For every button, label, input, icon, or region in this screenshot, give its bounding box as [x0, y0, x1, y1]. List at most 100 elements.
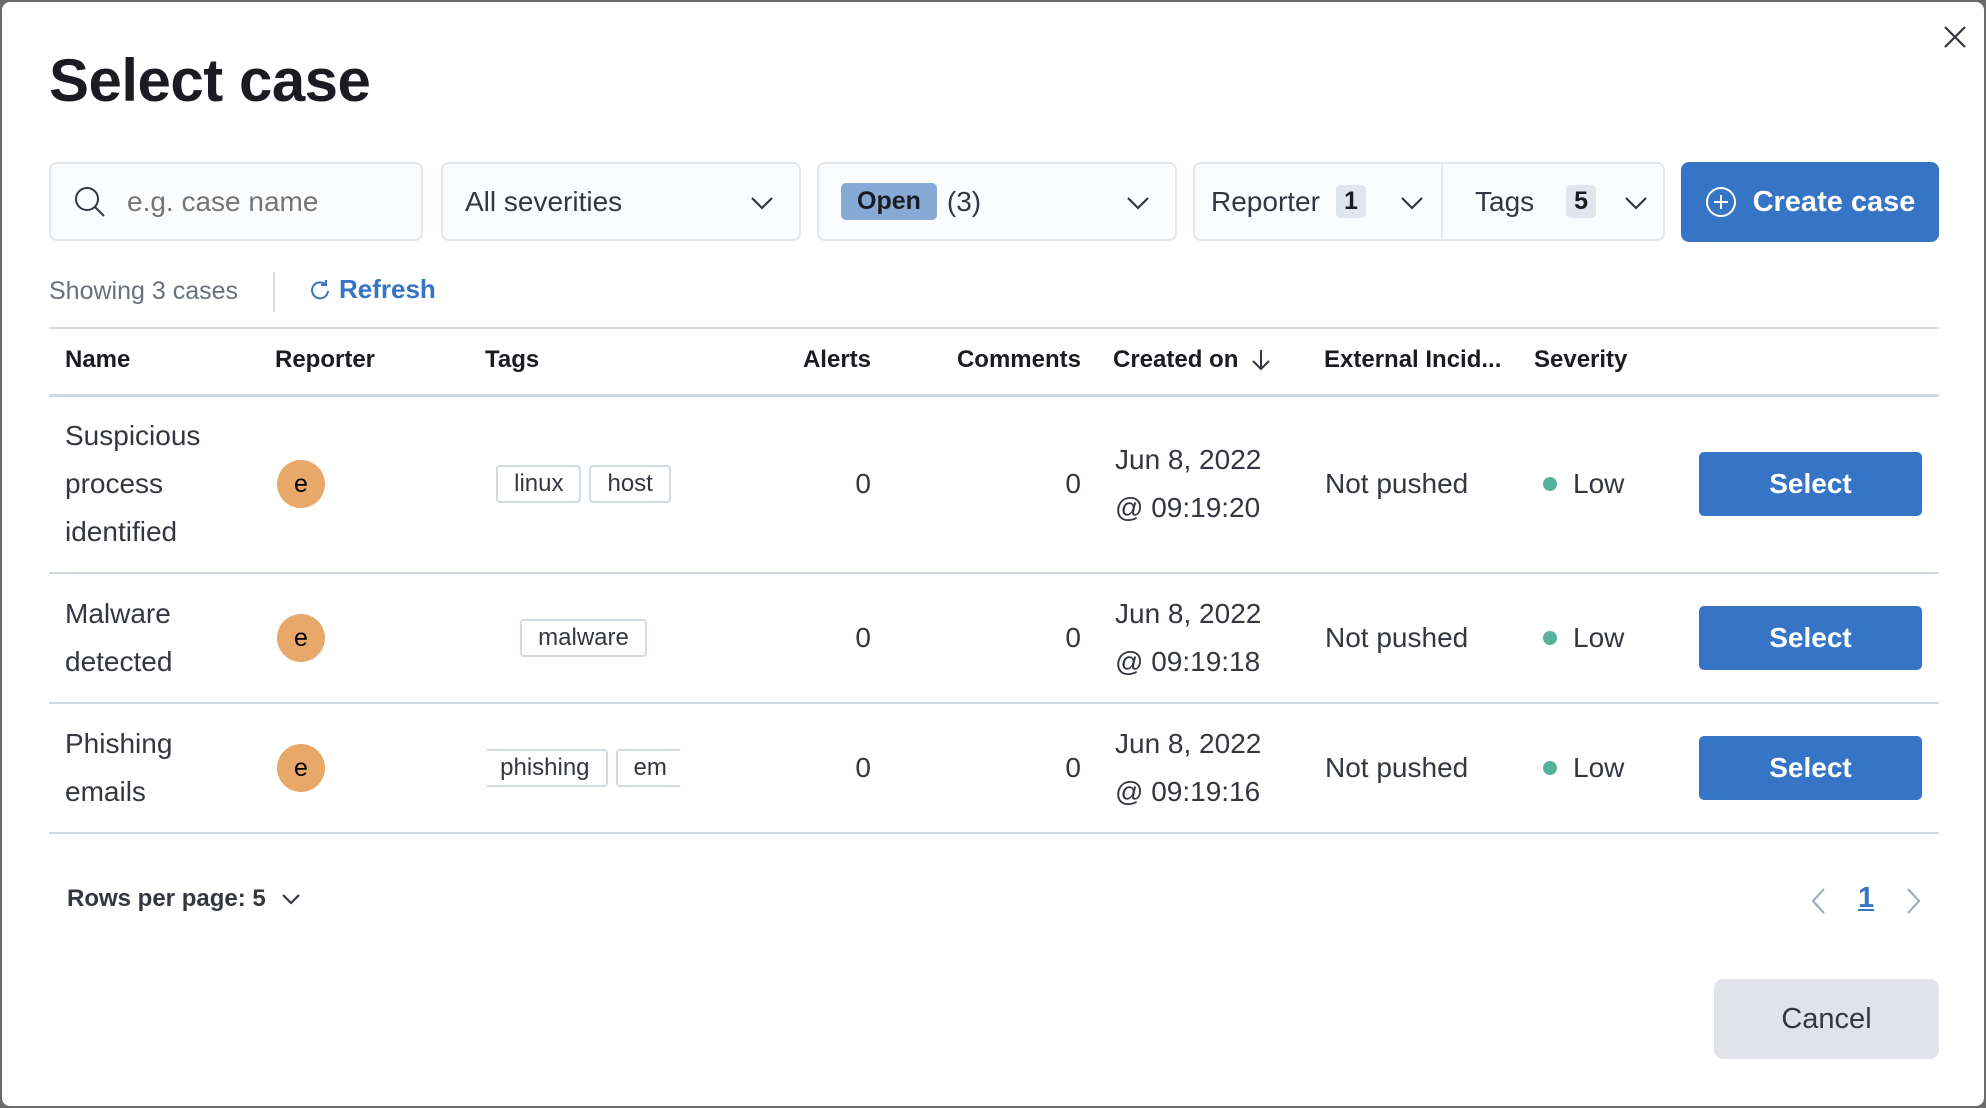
- comments-count: 0: [1065, 622, 1081, 653]
- rows-per-page-label: Rows per page: 5: [67, 885, 266, 912]
- table-header-border: [49, 394, 1939, 397]
- chevron-down-icon: [751, 197, 773, 210]
- tag-badge: host: [589, 465, 671, 503]
- column-header-external-incident[interactable]: External Incid...: [1324, 346, 1502, 373]
- tags-cell: malware: [487, 574, 680, 702]
- external-incident: Not pushed: [1325, 622, 1469, 653]
- tags-filter-button[interactable]: Tags 5: [1443, 164, 1665, 239]
- column-header-tags[interactable]: Tags: [485, 346, 540, 373]
- created-on: Jun 8, 2022 @ 09:19:18: [1115, 574, 1261, 702]
- chevron-down-icon: [281, 894, 300, 905]
- select-case-button[interactable]: Select: [1699, 606, 1922, 670]
- create-case-button[interactable]: Create case: [1681, 162, 1939, 242]
- tags-cell: phishing em: [487, 704, 680, 832]
- reporter-filter-label: Reporter: [1211, 185, 1320, 217]
- reporter-cell: e: [277, 574, 325, 702]
- showing-count: Showing 3 cases: [49, 277, 239, 305]
- tag-badge: linux: [496, 465, 582, 503]
- table-row: Malware detected e malware 0 0 Jun 8, 20…: [49, 574, 1939, 704]
- external-incident: Not pushed: [1325, 468, 1469, 499]
- filter-divider: [1441, 164, 1443, 239]
- reporter-filter-count: 1: [1335, 185, 1366, 218]
- column-header-alerts[interactable]: Alerts: [802, 346, 871, 373]
- tag-badge: malware: [520, 619, 647, 657]
- chevron-down-icon: [1401, 197, 1423, 210]
- refresh-icon: [311, 279, 329, 299]
- avatar: e: [277, 460, 325, 508]
- comments-count: 0: [1065, 468, 1081, 499]
- table-top-border: [49, 327, 1939, 329]
- severity-select-value: All severities: [465, 185, 623, 217]
- status-badge: Open: [841, 183, 937, 220]
- created-on: Jun 8, 2022 @ 09:19:16: [1115, 704, 1261, 832]
- table-row: Phishing emails e phishing em 0 0 Jun 8, …: [49, 704, 1939, 834]
- status-select[interactable]: Open (3): [817, 162, 1177, 241]
- column-header-comments[interactable]: Comments: [956, 346, 1081, 373]
- case-name[interactable]: Phishing emails: [65, 728, 173, 807]
- reporter-cell: e: [277, 396, 325, 572]
- created-time: @ 09:19:16: [1115, 776, 1261, 807]
- severity-cell: Low: [1543, 574, 1624, 702]
- severity-select[interactable]: All severities: [441, 162, 801, 241]
- select-cell: Select: [1699, 574, 1922, 702]
- create-case-label: Create case: [1752, 185, 1916, 218]
- search-icon: [75, 186, 105, 217]
- column-header-created-on-label: Created on: [1113, 346, 1239, 373]
- created-date: Jun 8, 2022: [1115, 598, 1262, 629]
- alerts-count: 0: [855, 752, 871, 783]
- search-input[interactable]: [127, 185, 387, 218]
- cancel-button[interactable]: Cancel: [1714, 979, 1939, 1059]
- page-1-button[interactable]: 1: [1858, 882, 1875, 914]
- sort-descending-icon: [1252, 350, 1271, 371]
- chevron-down-icon: [1625, 197, 1647, 210]
- previous-page-icon[interactable]: [1808, 886, 1830, 916]
- reporter-filter-button[interactable]: Reporter 1: [1195, 164, 1441, 239]
- select-case-button[interactable]: Select: [1699, 736, 1922, 800]
- severity-dot-icon: [1543, 761, 1557, 775]
- column-header-severity[interactable]: Severity: [1534, 346, 1628, 373]
- reporter-tags-filter-group: Reporter 1 Tags 5: [1193, 162, 1665, 241]
- external-incident: Not pushed: [1325, 752, 1469, 783]
- tag-badge: em: [615, 749, 680, 787]
- severity-dot-icon: [1543, 477, 1557, 491]
- tags-cell: linux host: [487, 396, 680, 572]
- reporter-cell: e: [277, 704, 325, 832]
- severity-cell: Low: [1543, 396, 1624, 572]
- select-cell: Select: [1699, 704, 1922, 832]
- avatar: e: [277, 614, 325, 662]
- alerts-count: 0: [855, 468, 871, 499]
- column-header-created-on[interactable]: Created on: [1113, 346, 1272, 374]
- select-cell: Select: [1699, 396, 1922, 572]
- comments-count: 0: [1065, 752, 1081, 783]
- tag-badge: phishing: [487, 749, 608, 787]
- severity-cell: Low: [1543, 704, 1624, 832]
- alerts-count: 0: [855, 622, 871, 653]
- case-name[interactable]: Suspicious process identified: [65, 420, 201, 547]
- plus-in-circle-icon: [1705, 187, 1736, 217]
- column-header-name[interactable]: Name: [65, 346, 131, 373]
- created-on: Jun 8, 2022 @ 09:19:20: [1115, 396, 1261, 572]
- status-count: (3): [946, 185, 982, 217]
- tags-filter-label: Tags: [1475, 185, 1535, 217]
- select-case-button[interactable]: Select: [1699, 452, 1922, 516]
- next-page-icon[interactable]: [1902, 886, 1924, 916]
- tags-filter-count: 5: [1566, 185, 1597, 218]
- severity-label: Low: [1573, 622, 1625, 653]
- rows-per-page-select[interactable]: Rows per page: 5: [67, 885, 302, 913]
- case-name[interactable]: Malware detected: [65, 598, 173, 677]
- table-row: Suspicious process identified e linux hos…: [49, 396, 1939, 574]
- avatar: e: [277, 744, 325, 792]
- refresh-label: Refresh: [339, 274, 436, 304]
- severity-dot-icon: [1543, 631, 1557, 645]
- refresh-button[interactable]: Refresh: [309, 274, 436, 305]
- severity-label: Low: [1573, 468, 1625, 499]
- search-field[interactable]: [49, 162, 423, 241]
- chevron-down-icon: [1127, 197, 1149, 210]
- created-date: Jun 8, 2022: [1115, 444, 1262, 475]
- modal-title: Select case: [49, 47, 371, 114]
- created-time: @ 09:19:18: [1115, 646, 1261, 677]
- severity-label: Low: [1573, 752, 1625, 783]
- close-icon[interactable]: [1940, 22, 1970, 52]
- column-header-reporter[interactable]: Reporter: [275, 346, 376, 373]
